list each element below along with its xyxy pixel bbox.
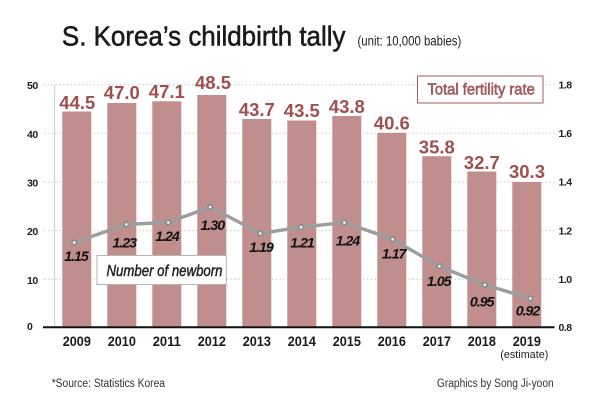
- svg-text:30.3: 30.3: [509, 161, 545, 182]
- svg-text:40.6: 40.6: [374, 113, 410, 134]
- svg-text:*Source: Statistics Korea: *Source: Statistics Korea: [52, 378, 166, 390]
- svg-text:Graphics by Song Ji-yoon: Graphics by Song Ji-yoon: [437, 378, 554, 390]
- svg-text:2015: 2015: [333, 333, 361, 349]
- svg-text:48.5: 48.5: [195, 72, 231, 93]
- svg-text:1.23: 1.23: [112, 235, 137, 251]
- svg-text:0.8: 0.8: [559, 322, 573, 334]
- svg-text:(estimate): (estimate): [500, 349, 548, 361]
- svg-text:35.8: 35.8: [419, 137, 455, 158]
- svg-text:43.8: 43.8: [329, 96, 365, 117]
- svg-text:1.19: 1.19: [249, 240, 274, 256]
- svg-text:1.05: 1.05: [427, 274, 453, 290]
- svg-text:2016: 2016: [378, 333, 406, 349]
- svg-text:2013: 2013: [243, 333, 271, 349]
- svg-text:47.1: 47.1: [149, 81, 185, 102]
- svg-text:2018: 2018: [468, 333, 496, 349]
- svg-text:20: 20: [27, 226, 38, 238]
- svg-text:1.15: 1.15: [64, 249, 90, 265]
- svg-text:43.5: 43.5: [284, 100, 320, 121]
- svg-text:44.5: 44.5: [59, 92, 95, 113]
- svg-text:32.7: 32.7: [464, 152, 500, 173]
- svg-text:Total fertility rate: Total fertility rate: [428, 82, 535, 99]
- svg-text:50: 50: [27, 80, 38, 92]
- svg-text:1.17: 1.17: [382, 247, 408, 263]
- svg-text:2011: 2011: [153, 333, 181, 349]
- svg-text:10: 10: [27, 275, 38, 287]
- svg-text:43.7: 43.7: [239, 99, 275, 120]
- svg-text:2014: 2014: [288, 333, 316, 349]
- svg-text:Number of newborn: Number of newborn: [107, 263, 223, 280]
- svg-text:1.21: 1.21: [290, 236, 315, 252]
- svg-text:0.95: 0.95: [470, 294, 496, 310]
- svg-text:2019: 2019: [513, 333, 541, 349]
- svg-text:1.0: 1.0: [559, 274, 573, 286]
- svg-text:1.2: 1.2: [559, 225, 573, 237]
- svg-text:0.92: 0.92: [516, 304, 541, 320]
- svg-text:2017: 2017: [423, 333, 451, 349]
- svg-text:1.4: 1.4: [559, 177, 573, 189]
- svg-text:1.24: 1.24: [155, 229, 180, 245]
- svg-text:(unit: 10,000 babies): (unit: 10,000 babies): [358, 34, 462, 49]
- svg-text:1.30: 1.30: [200, 218, 225, 234]
- svg-text:1.8: 1.8: [559, 79, 573, 91]
- svg-text:S. Korea’s childbirth tally: S. Korea’s childbirth tally: [62, 21, 346, 52]
- svg-text:2012: 2012: [198, 333, 226, 349]
- svg-text:1.6: 1.6: [559, 128, 573, 140]
- svg-text:30: 30: [27, 178, 38, 190]
- svg-text:40: 40: [27, 129, 38, 141]
- svg-text:47.0: 47.0: [104, 82, 140, 103]
- svg-text:0: 0: [27, 321, 33, 333]
- svg-text:2009: 2009: [63, 333, 91, 349]
- svg-text:2010: 2010: [108, 333, 136, 349]
- svg-text:1.24: 1.24: [336, 234, 361, 250]
